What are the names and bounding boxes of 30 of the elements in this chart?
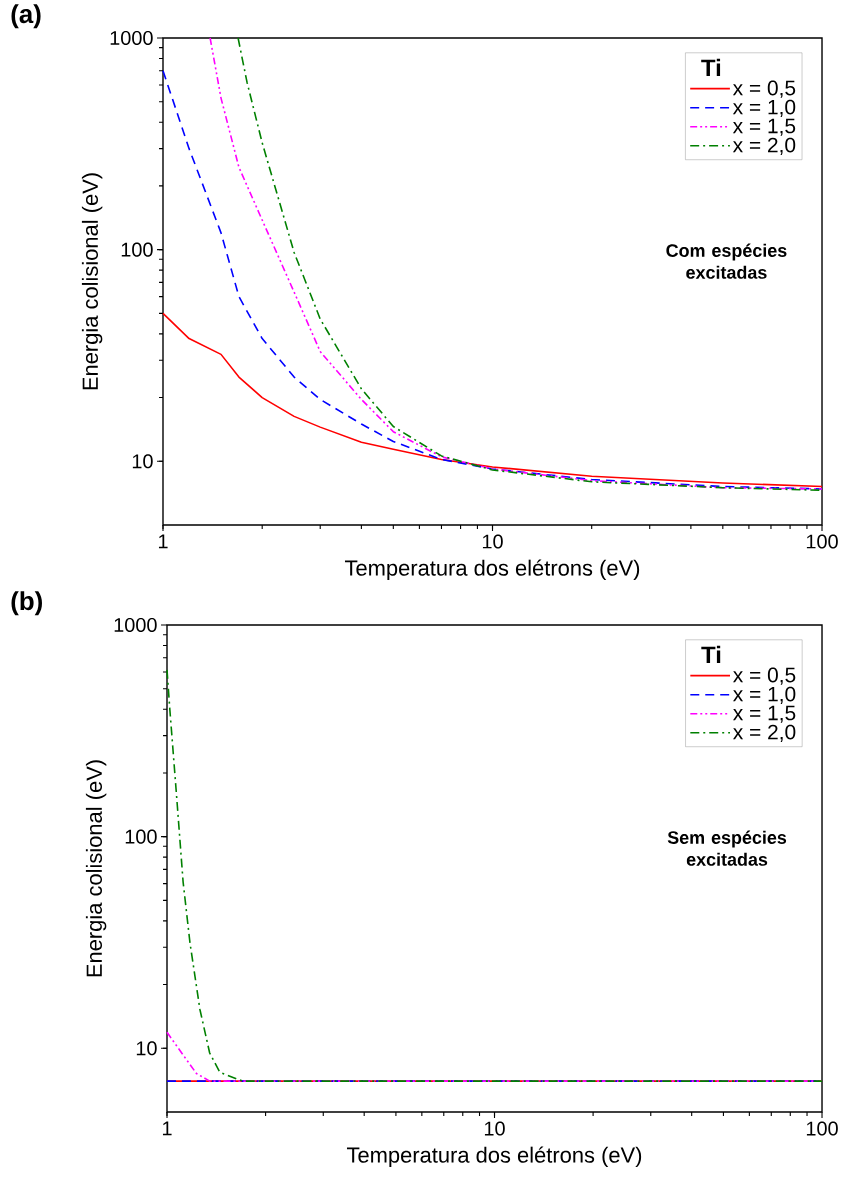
annotation: Sem espécies excitadas xyxy=(667,830,787,866)
y-axis-title: Energia colisional (eV) xyxy=(81,173,103,390)
legend-title: Ti xyxy=(701,645,721,664)
x-tick-label: 100 xyxy=(806,534,838,549)
legend-label: x = 2,0 xyxy=(732,137,796,155)
chart-title: (a) xyxy=(11,4,41,29)
x-axis-title: Temperatura dos elétrons (eV) xyxy=(346,1146,642,1168)
x-tick-label: 10 xyxy=(482,534,503,549)
legend-title: Ti xyxy=(701,58,721,77)
y-tick-label: 100 xyxy=(125,829,157,844)
y-tick-label: 1000 xyxy=(110,30,153,46)
x-tick-label: 1 xyxy=(158,534,168,549)
y-axis-title: Energia colisional (eV) xyxy=(85,760,107,977)
legend-label: x = 1,0 xyxy=(732,99,796,117)
y-tick-label: 100 xyxy=(121,242,153,257)
legend-label: x = 1,5 xyxy=(732,118,796,136)
legend-label: x = 1,0 xyxy=(733,686,796,704)
y-tick-label: 1000 xyxy=(114,617,157,633)
y-tick-label: 10 xyxy=(136,1041,157,1056)
y-tick-label: 10 xyxy=(132,454,153,469)
x-tick-label: 100 xyxy=(806,1121,838,1136)
x-axis-title: Temperatura dos elétrons (eV) xyxy=(344,559,640,581)
legend-label: x = 2,0 xyxy=(733,724,796,742)
chart-title: (b) xyxy=(11,591,42,616)
legend-label: x = 1,5 xyxy=(733,705,796,723)
legend-label: x = 0,5 xyxy=(733,667,796,685)
x-tick-label: 10 xyxy=(484,1121,505,1136)
x-tick-label: 1 xyxy=(162,1121,172,1136)
legend-label: x = 0,5 xyxy=(732,80,796,98)
annotation: Com espécies excitadas xyxy=(666,243,787,279)
